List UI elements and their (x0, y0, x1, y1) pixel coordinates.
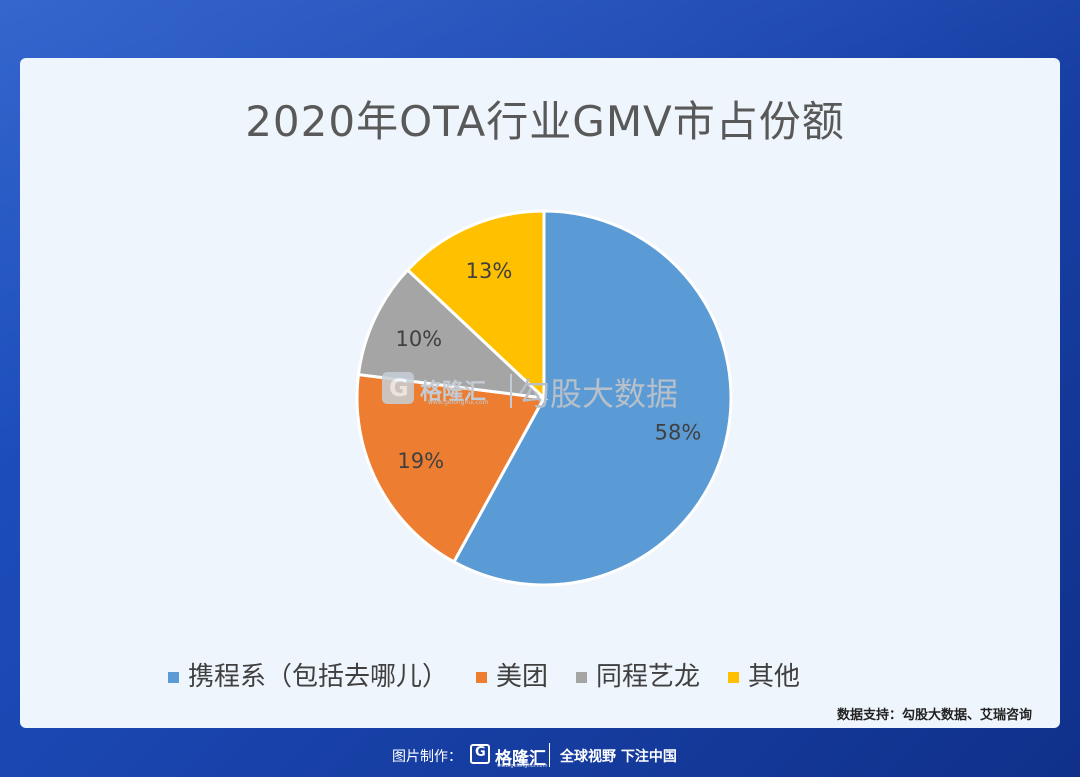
footer-slogan: 全球视野 下注中国 (560, 749, 677, 765)
legend-item-3: 其他 (728, 656, 800, 693)
pie-slice-2 (356, 267, 549, 401)
legend-label-3: 其他 (748, 662, 801, 692)
pie-slice-0 (451, 209, 733, 587)
legend-item-0: 携程系（包括去哪儿） (168, 656, 448, 693)
legend-item-2: 同程艺龙 (576, 656, 700, 693)
watermark-logo-icon (382, 372, 414, 404)
footer-made-by: 图片制作： (392, 749, 462, 765)
footer-separator (549, 743, 550, 767)
footer: 图片制作： 格隆汇 www.gelonghui.com 全球视野 下注中国 (0, 738, 1080, 772)
slice-label-3: 13% (466, 259, 513, 283)
slice-label-0: 58% (655, 420, 702, 444)
footer-brand: 格隆汇 (495, 749, 546, 769)
watermark-name: 勾股大数据 (518, 375, 679, 413)
watermark-separator (510, 374, 512, 408)
legend-label-2: 同程艺龙 (596, 662, 701, 692)
watermark-brand: 格隆汇 (420, 380, 487, 405)
legend-swatch-2 (576, 672, 588, 683)
footer-brand-sub: www.gelonghui.com (497, 763, 548, 769)
chart-title: 2020年OTA行业GMV市占份额 (245, 97, 845, 146)
pie-slice-1 (355, 372, 547, 564)
source-note: 数据支持：勾股大数据、艾瑞咨询 (836, 708, 1032, 723)
watermark-sub: www.gelonghui.com (428, 399, 489, 406)
chart-legend: 携程系（包括去哪儿） 美团 同程艺龙 其他 (168, 656, 828, 693)
footer-logo-icon (470, 744, 490, 764)
legend-swatch-3 (728, 672, 740, 683)
pie-slice-3 (405, 209, 546, 402)
legend-swatch-0 (168, 672, 179, 683)
legend-label-1: 美团 (496, 662, 549, 692)
legend-swatch-1 (476, 672, 488, 683)
slice-label-1: 19% (397, 449, 444, 473)
legend-label-0: 携程系（包括去哪儿） (188, 662, 449, 692)
slice-label-2: 10% (395, 327, 442, 351)
legend-item-1: 美团 (476, 656, 548, 693)
